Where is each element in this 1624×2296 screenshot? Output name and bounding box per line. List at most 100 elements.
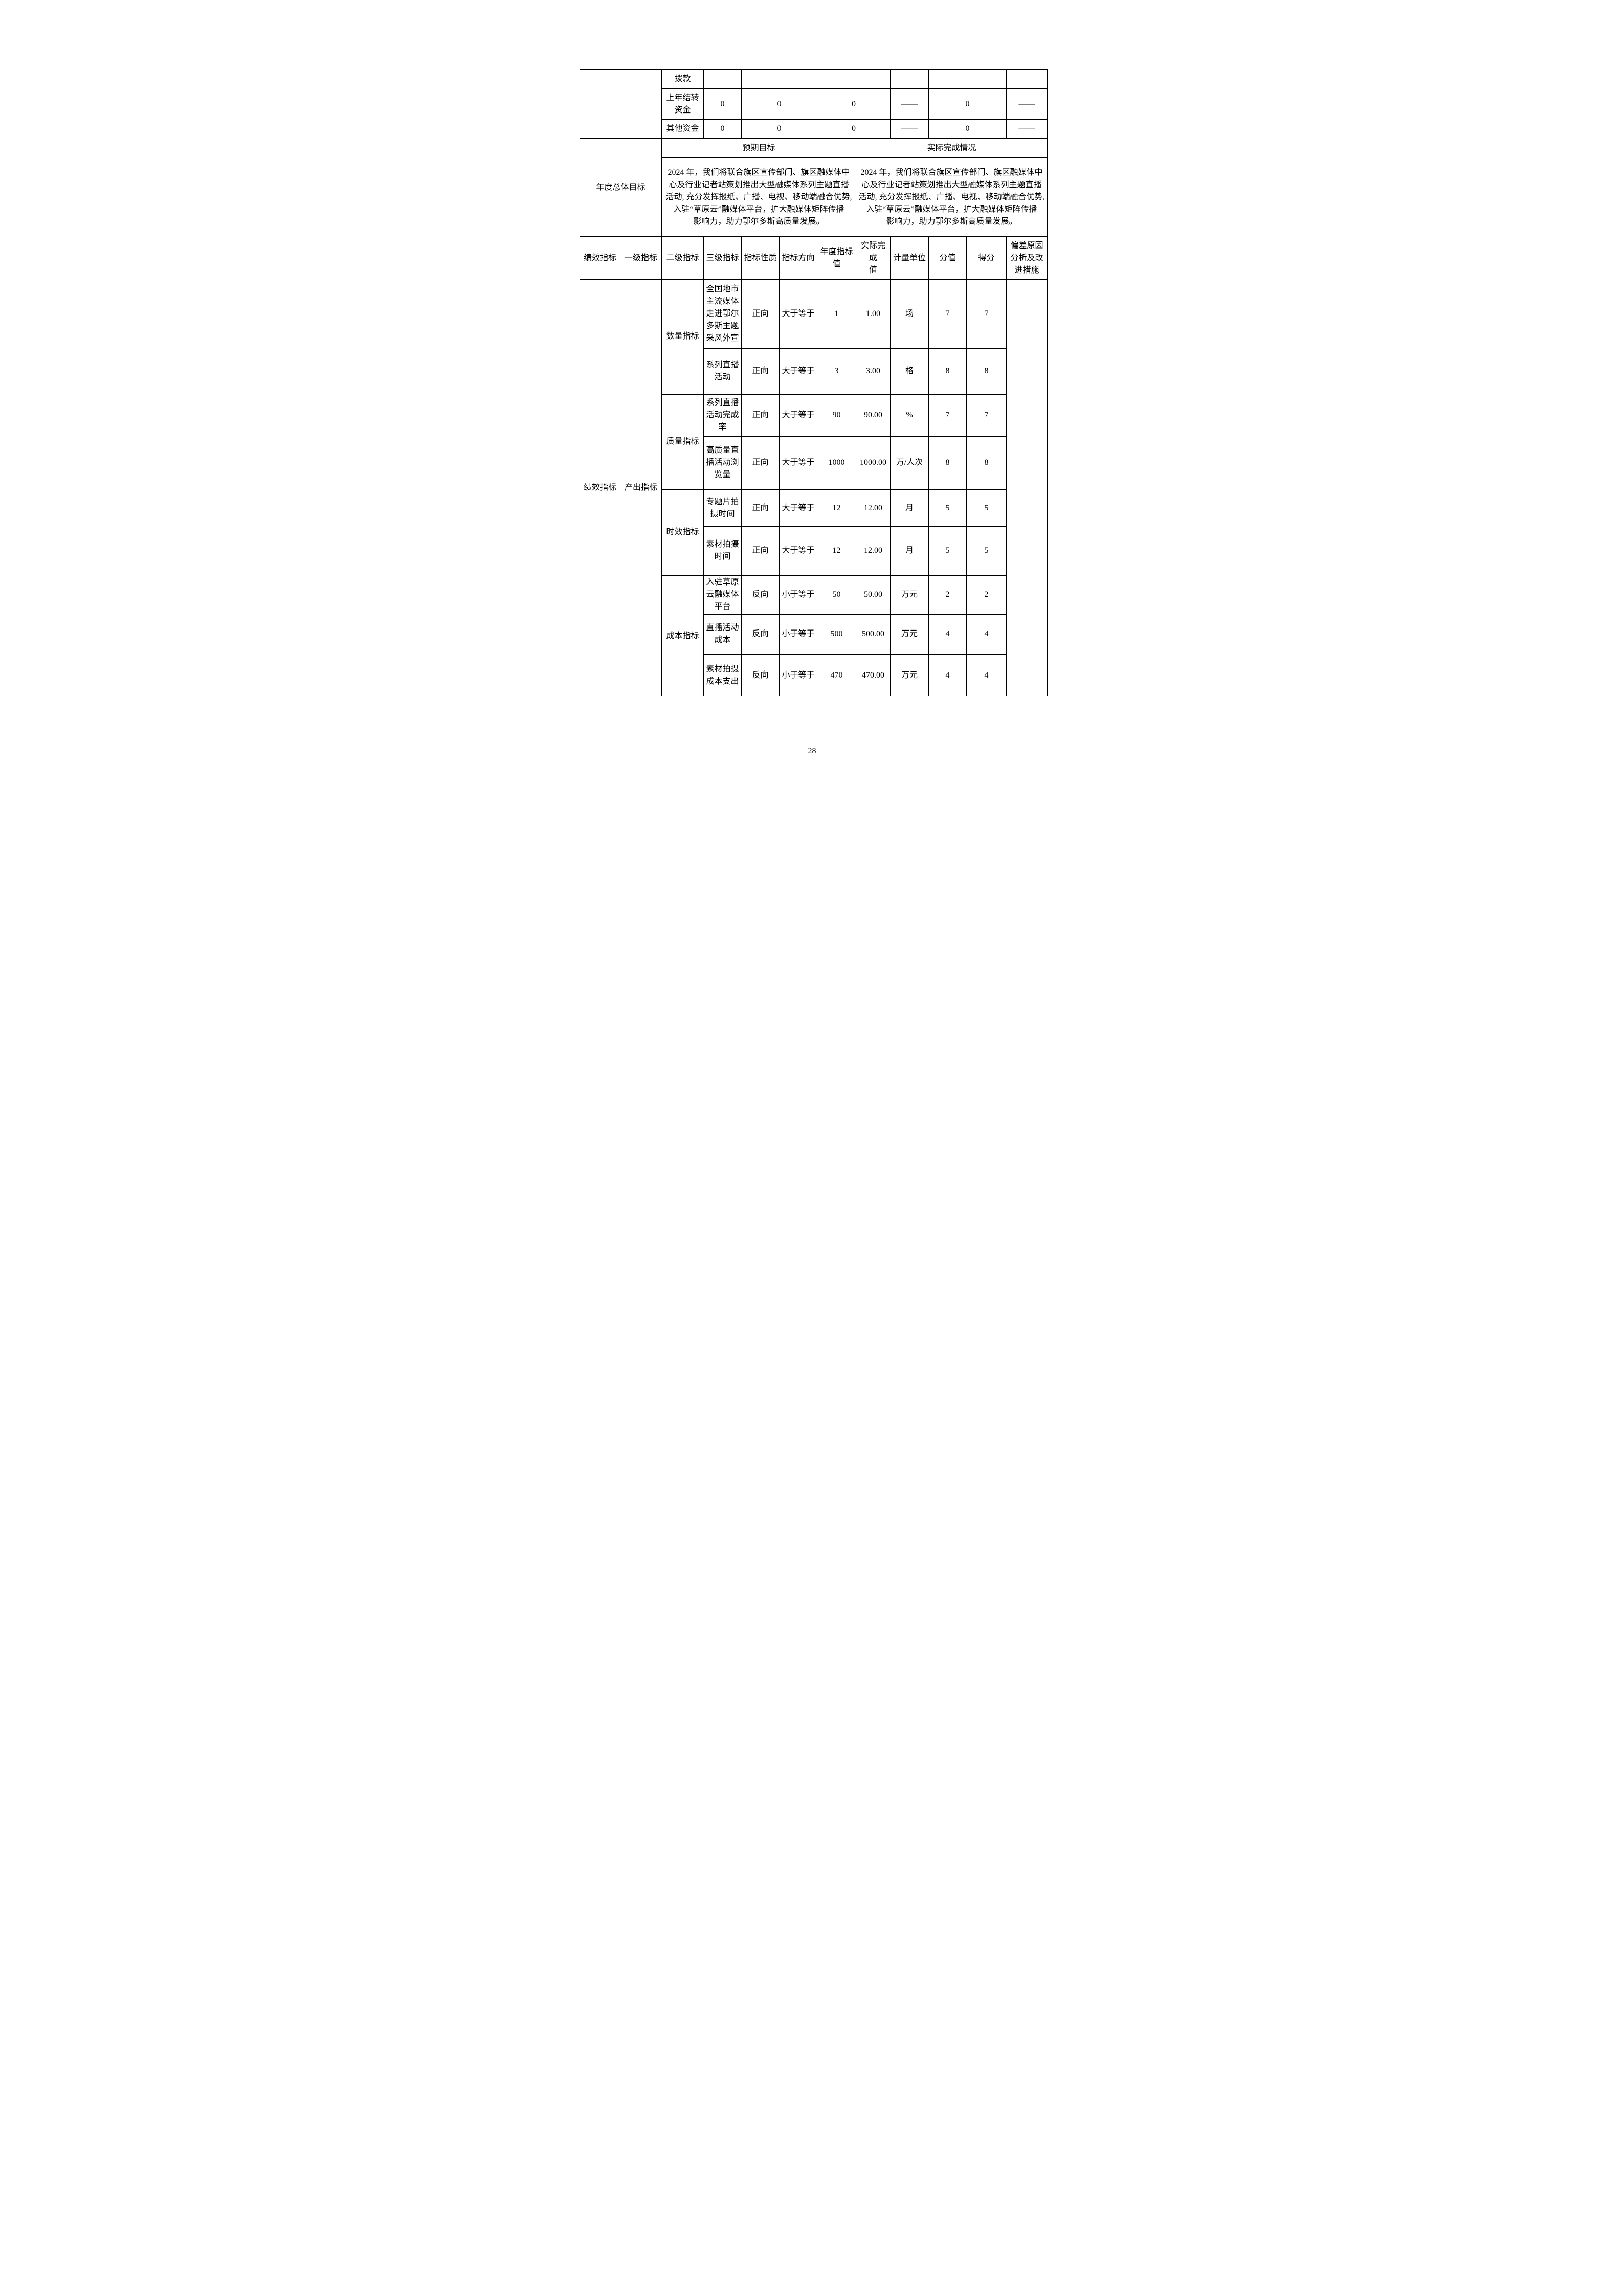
actual-value-cell: 470.00	[856, 654, 891, 696]
annual-target-cell: 12	[817, 489, 856, 527]
unit-cell: %	[890, 394, 929, 437]
table-row: 上年结转 资金 0 0 0 —— 0 ——	[580, 88, 1048, 120]
unit-cell: 万/人次	[890, 436, 929, 490]
header-cell-deviation: 偏差原因 分析及改 进措施	[1006, 236, 1048, 280]
indicator-nature-cell: 正向	[741, 526, 780, 576]
funding-value-cell: ——	[1006, 88, 1048, 120]
funding-value-cell: ——	[890, 119, 929, 139]
indicator-name-cell: 直播活动 成本	[703, 614, 742, 655]
indicator-row: 素材拍摄 成本支出 反向 小于等于 470 470.00 万元 4 4	[580, 654, 1048, 696]
header-cell-performance: 绩效指标	[580, 236, 620, 280]
indicator-row: 成本指标 入驻草原 云融媒体 平台 反向 小于等于 50 50.00 万元 2 …	[580, 575, 1048, 696]
indicator-name-cell: 专题片拍 摄时间	[703, 489, 742, 527]
funding-value-cell: 0	[928, 119, 1007, 139]
score-cell: 2	[966, 575, 1007, 615]
annual-target-cell: 3	[817, 348, 856, 395]
score-value-cell: 4	[928, 654, 967, 696]
indicator-name-cell: 系列直播 活动完成 率	[703, 394, 742, 437]
indicator-direction-cell: 大于等于	[779, 526, 817, 576]
funding-value-cell: 0	[703, 119, 742, 139]
indicator-row: 高质量直 播活动浏 览量 正向 大于等于 1000 1000.00 万/人次 8…	[580, 436, 1048, 490]
actual-value-cell: 50.00	[856, 575, 891, 615]
annual-target-cell: 50	[817, 575, 856, 615]
header-cell-level2: 二级指标	[661, 236, 704, 280]
indicator-name-cell: 全国地市 主流媒体 走进鄂尔 多斯主题 采风外宣	[703, 279, 742, 349]
header-cell-direction: 指标方向	[779, 236, 817, 280]
indicator-nature-cell: 正向	[741, 394, 780, 437]
unit-cell: 万元	[890, 614, 929, 655]
unit-cell: 格	[890, 348, 929, 395]
funding-value-cell	[1006, 69, 1048, 89]
indicator-nature-cell: 反向	[741, 575, 780, 615]
actual-value-cell: 90.00	[856, 394, 891, 437]
expected-goal-header-cell: 预期目标	[661, 138, 856, 158]
funding-value-cell: 0	[817, 88, 891, 120]
indicator-name-cell: 素材拍摄 成本支出	[703, 654, 742, 696]
actual-value-cell: 1000.00	[856, 436, 891, 490]
annual-target-cell: 1	[817, 279, 856, 349]
indicator-direction-cell: 大于等于	[779, 436, 817, 490]
score-value-cell: 2	[928, 575, 967, 615]
level2-group-cell: 质量指标	[661, 394, 704, 490]
indicator-direction-cell: 小于等于	[779, 614, 817, 655]
indicator-nature-cell: 正向	[741, 489, 780, 527]
level2-group-cell: 时效指标	[661, 489, 704, 576]
indicator-nature-cell: 正向	[741, 348, 780, 395]
unit-cell: 场	[890, 279, 929, 349]
indicator-row: 质量指标 系列直播 活动完成 率 正向 大于等于 90 90.00 % 7 7	[580, 394, 1048, 490]
unit-cell: 月	[890, 526, 929, 576]
indicator-direction-cell: 小于等于	[779, 575, 817, 615]
indicator-row: 素材拍摄 时间 正向 大于等于 12 12.00 月 5 5	[580, 526, 1048, 576]
indicator-name-cell: 入驻草原 云融媒体 平台	[703, 575, 742, 615]
page-number: 28	[808, 747, 816, 755]
expected-goal-text-cell: 2024 年，我们将联合旗区宣传部门、旗区融媒体中 心及行业记者站策划推出大型融…	[661, 157, 856, 237]
document-page: 拨款 上年结转 资金 0 0 0 —— 0 —— 其他资金 0 0	[528, 0, 1096, 804]
funding-row-label: 上年结转 资金	[661, 88, 704, 120]
score-value-cell: 7	[928, 279, 967, 349]
indicator-name-cell: 系列直播 活动	[703, 348, 742, 395]
score-cell: 7	[966, 279, 1007, 349]
header-cell-actual-value: 实际完成 值	[856, 236, 891, 280]
score-cell: 4	[966, 614, 1007, 655]
level2-group-cell: 数量指标	[661, 279, 704, 395]
table-row: 年度总体目标 预期目标 实际完成情况	[580, 138, 1048, 237]
score-cell: 8	[966, 436, 1007, 490]
header-cell-level3: 三级指标	[703, 236, 742, 280]
indicator-direction-cell: 大于等于	[779, 489, 817, 527]
indicator-nature-cell: 反向	[741, 614, 780, 655]
annual-target-cell: 12	[817, 526, 856, 576]
indicator-header-row: 绩效指标 一级指标 二级指标 三级指标 指标性质 指标方向 年度指标 值 实际完…	[580, 236, 1048, 280]
header-cell-nature: 指标性质	[741, 236, 780, 280]
annual-target-cell: 470	[817, 654, 856, 696]
score-value-cell: 8	[928, 348, 967, 395]
score-value-cell: 5	[928, 489, 967, 527]
actual-value-cell: 500.00	[856, 614, 891, 655]
score-value-cell: 4	[928, 614, 967, 655]
funding-value-cell	[741, 69, 817, 89]
score-value-cell: 8	[928, 436, 967, 490]
table-row: 其他资金 0 0 0 —— 0 ——	[580, 119, 1048, 139]
header-cell-annual-target: 年度指标 值	[817, 236, 856, 280]
funding-merged-empty-cell	[580, 69, 662, 139]
indicator-nature-cell: 正向	[741, 436, 780, 490]
annual-goal-label-cell: 年度总体目标	[580, 138, 662, 237]
actual-value-cell: 12.00	[856, 526, 891, 576]
score-cell: 5	[966, 526, 1007, 576]
deviation-empty-cell	[1006, 279, 1048, 696]
indicator-name-cell: 高质量直 播活动浏 览量	[703, 436, 742, 490]
score-cell: 7	[966, 394, 1007, 437]
header-cell-level1: 一级指标	[620, 236, 662, 280]
indicator-row: 直播活动 成本 反向 小于等于 500 500.00 万元 4 4	[580, 614, 1048, 655]
funding-value-cell: 0	[741, 119, 817, 139]
indicator-direction-cell: 大于等于	[779, 279, 817, 349]
funding-value-cell	[928, 69, 1007, 89]
score-cell: 4	[966, 654, 1007, 696]
actual-completion-header-cell: 实际完成情况	[856, 138, 1048, 158]
indicator-nature-cell: 正向	[741, 279, 780, 349]
header-cell-score-value: 分值	[928, 236, 967, 280]
indicator-direction-cell: 小于等于	[779, 654, 817, 696]
actual-value-cell: 12.00	[856, 489, 891, 527]
annual-target-cell: 500	[817, 614, 856, 655]
funding-value-cell: 0	[741, 88, 817, 120]
funding-row-label: 拨款	[661, 69, 704, 89]
